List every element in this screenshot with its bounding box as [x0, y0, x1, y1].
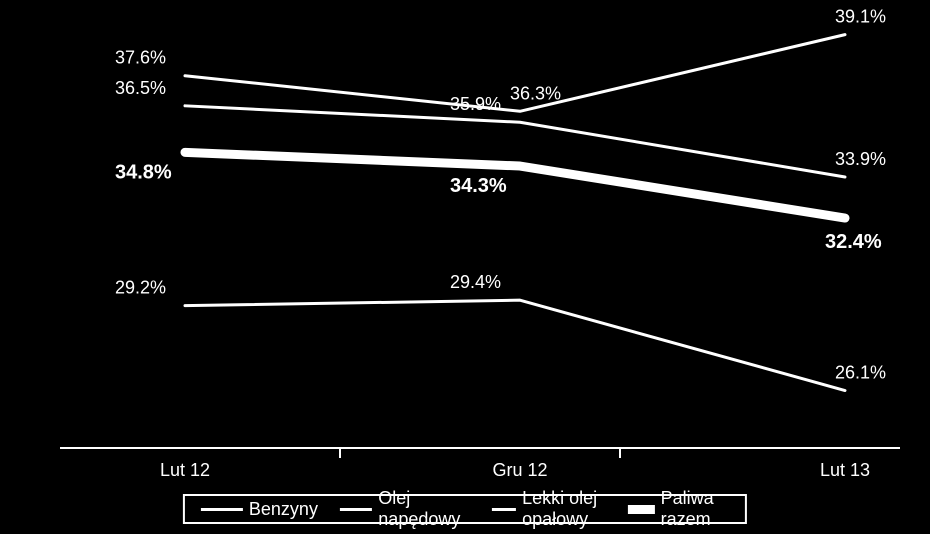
legend-item: Lekki olej opałowy	[492, 488, 606, 530]
x-axis-label: Lut 12	[160, 460, 210, 480]
data-label: 29.4%	[450, 272, 501, 292]
legend-item: Olej napędowy	[340, 488, 470, 530]
data-label: 29.2%	[115, 278, 166, 298]
data-label: 39.1%	[835, 7, 886, 27]
data-label: 34.3%	[450, 175, 507, 197]
legend-swatch	[492, 508, 516, 511]
line-chart: Lut 12Gru 12Lut 1336.5%35.9%33.9%37.6%36…	[0, 0, 930, 534]
legend-label: Benzyny	[249, 499, 318, 520]
data-label: 37.6%	[115, 48, 166, 68]
data-label: 34.8%	[115, 161, 172, 183]
legend-item: Paliwa razem	[628, 488, 729, 530]
legend-label: Olej napędowy	[378, 488, 470, 530]
series-line	[185, 300, 845, 390]
x-axis-label: Gru 12	[492, 460, 547, 480]
legend-swatch	[340, 508, 372, 511]
data-label: 36.5%	[115, 78, 166, 98]
legend-swatch	[201, 508, 243, 511]
data-label: 32.4%	[825, 231, 882, 253]
chart-legend: BenzynyOlej napędowyLekki olej opałowyPa…	[183, 494, 747, 524]
legend-swatch	[628, 505, 655, 514]
data-label: 33.9%	[835, 149, 886, 169]
legend-label: Paliwa razem	[661, 488, 729, 530]
x-axis-label: Lut 13	[820, 460, 870, 480]
legend-item: Benzyny	[201, 499, 318, 520]
series-line	[185, 152, 845, 218]
chart-svg: Lut 12Gru 12Lut 1336.5%35.9%33.9%37.6%36…	[0, 0, 930, 534]
data-label: 36.3%	[510, 83, 561, 103]
data-label: 26.1%	[835, 363, 886, 383]
legend-label: Lekki olej opałowy	[522, 488, 606, 530]
